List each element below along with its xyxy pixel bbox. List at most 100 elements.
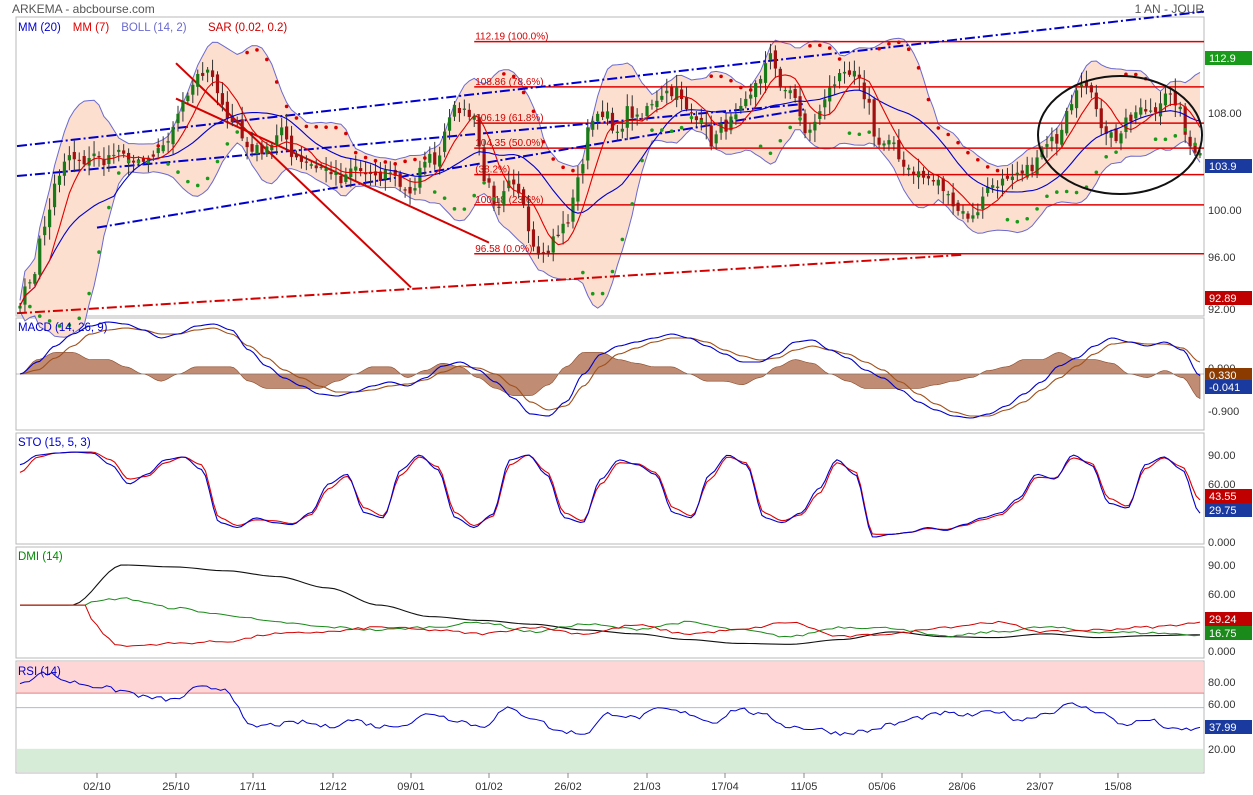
candle-body bbox=[324, 168, 328, 171]
panel-frames bbox=[15, 16, 1205, 774]
sar-dot bbox=[798, 117, 802, 121]
candle-body bbox=[1000, 178, 1005, 186]
trendline bbox=[96, 108, 805, 229]
sar-dot bbox=[768, 151, 773, 156]
candle-body bbox=[270, 144, 274, 151]
mm7-line bbox=[19, 74, 1201, 307]
svg-text:29.24: 29.24 bbox=[1209, 614, 1237, 626]
candle-body bbox=[112, 154, 116, 157]
candle-body bbox=[215, 74, 220, 94]
candle-body bbox=[285, 126, 289, 140]
candle-body bbox=[531, 229, 536, 247]
price-legend-item: MM (7) bbox=[73, 22, 110, 34]
sar-dot bbox=[956, 140, 960, 145]
sar-dot bbox=[887, 42, 891, 46]
candle-body bbox=[462, 108, 466, 110]
chart-source-title: ARKEMA - abcbourse.com bbox=[12, 2, 155, 16]
candle-body bbox=[926, 176, 931, 179]
sto-k-line bbox=[19, 451, 1201, 538]
sar-dot bbox=[976, 158, 980, 162]
sar-dot bbox=[739, 85, 743, 90]
candle-body bbox=[477, 117, 481, 147]
candle-body bbox=[181, 101, 185, 112]
sar-dot bbox=[1074, 190, 1079, 195]
sar-dot bbox=[176, 170, 180, 174]
macd-signal-line bbox=[19, 327, 1201, 417]
sar-dot bbox=[719, 74, 723, 79]
candle-body bbox=[724, 119, 728, 132]
candle-body bbox=[359, 168, 363, 172]
candle-body bbox=[857, 74, 861, 79]
sar-dot bbox=[235, 130, 240, 134]
sar-dot bbox=[1104, 154, 1108, 159]
sar-dot bbox=[926, 97, 931, 102]
candle-body bbox=[729, 116, 733, 131]
candle-body bbox=[398, 173, 402, 187]
candle-body bbox=[329, 171, 333, 175]
sar-dot bbox=[245, 50, 249, 55]
candle-body bbox=[976, 212, 980, 216]
candle-body bbox=[813, 121, 817, 131]
rsi-tick-label: 60.00 bbox=[1208, 699, 1236, 711]
mm20-line bbox=[19, 89, 1201, 307]
sar-dot bbox=[265, 57, 269, 62]
candle-body bbox=[1104, 126, 1108, 134]
sar-dot bbox=[808, 44, 812, 48]
candle-body bbox=[517, 183, 521, 194]
sar-dot bbox=[571, 168, 575, 173]
sar-dot bbox=[1094, 170, 1099, 175]
sar-dot bbox=[195, 183, 200, 188]
sar-dot bbox=[334, 125, 338, 130]
sar-dot bbox=[541, 139, 546, 144]
sar-dot bbox=[857, 132, 862, 137]
candle-body bbox=[1010, 176, 1014, 181]
sar-dot bbox=[403, 159, 407, 164]
price-frame bbox=[15, 16, 1205, 317]
candle-body bbox=[907, 167, 911, 170]
sar-dot bbox=[314, 124, 319, 129]
sar-dot bbox=[215, 159, 220, 164]
sar-dot bbox=[729, 78, 733, 83]
candle-body bbox=[447, 117, 452, 131]
sar-dot bbox=[37, 314, 42, 318]
candle-body bbox=[408, 186, 412, 194]
candle-body bbox=[467, 109, 471, 117]
candle-body bbox=[1139, 107, 1143, 115]
sar-dot bbox=[916, 66, 921, 70]
sar-dot bbox=[837, 57, 842, 61]
candle-body bbox=[383, 170, 387, 180]
sar-dot bbox=[679, 125, 684, 130]
dmi-legend: DMI (14) bbox=[18, 551, 63, 563]
candle-body bbox=[615, 131, 620, 133]
candle-body bbox=[1173, 90, 1177, 106]
candle-body bbox=[443, 131, 447, 152]
x-tick-label: 05/06 bbox=[868, 781, 896, 793]
candle-body bbox=[541, 252, 545, 255]
macd-badge: -0.041 bbox=[1205, 380, 1252, 394]
candle-body bbox=[887, 140, 891, 145]
candle-body bbox=[280, 127, 284, 136]
sar-dot bbox=[116, 171, 121, 175]
candle-body bbox=[665, 90, 669, 94]
sar-dot bbox=[47, 319, 52, 323]
candle-body bbox=[912, 171, 916, 175]
candle-body bbox=[319, 166, 323, 169]
candle-body bbox=[581, 164, 585, 174]
candle-body bbox=[457, 108, 462, 113]
sar-dot bbox=[156, 144, 161, 148]
candle-body bbox=[210, 70, 215, 77]
candle-body bbox=[635, 114, 639, 117]
candle-body bbox=[941, 178, 945, 192]
candle-body bbox=[131, 160, 136, 163]
candle-body bbox=[156, 148, 160, 154]
candle-body bbox=[714, 134, 718, 144]
sar-dot bbox=[1153, 137, 1158, 142]
candle-body bbox=[679, 89, 684, 100]
candle-body bbox=[788, 90, 792, 94]
trendline bbox=[16, 10, 1205, 148]
candle-body bbox=[492, 185, 496, 205]
candle-body bbox=[428, 153, 432, 163]
sto-badge: 29.75 bbox=[1205, 503, 1252, 517]
